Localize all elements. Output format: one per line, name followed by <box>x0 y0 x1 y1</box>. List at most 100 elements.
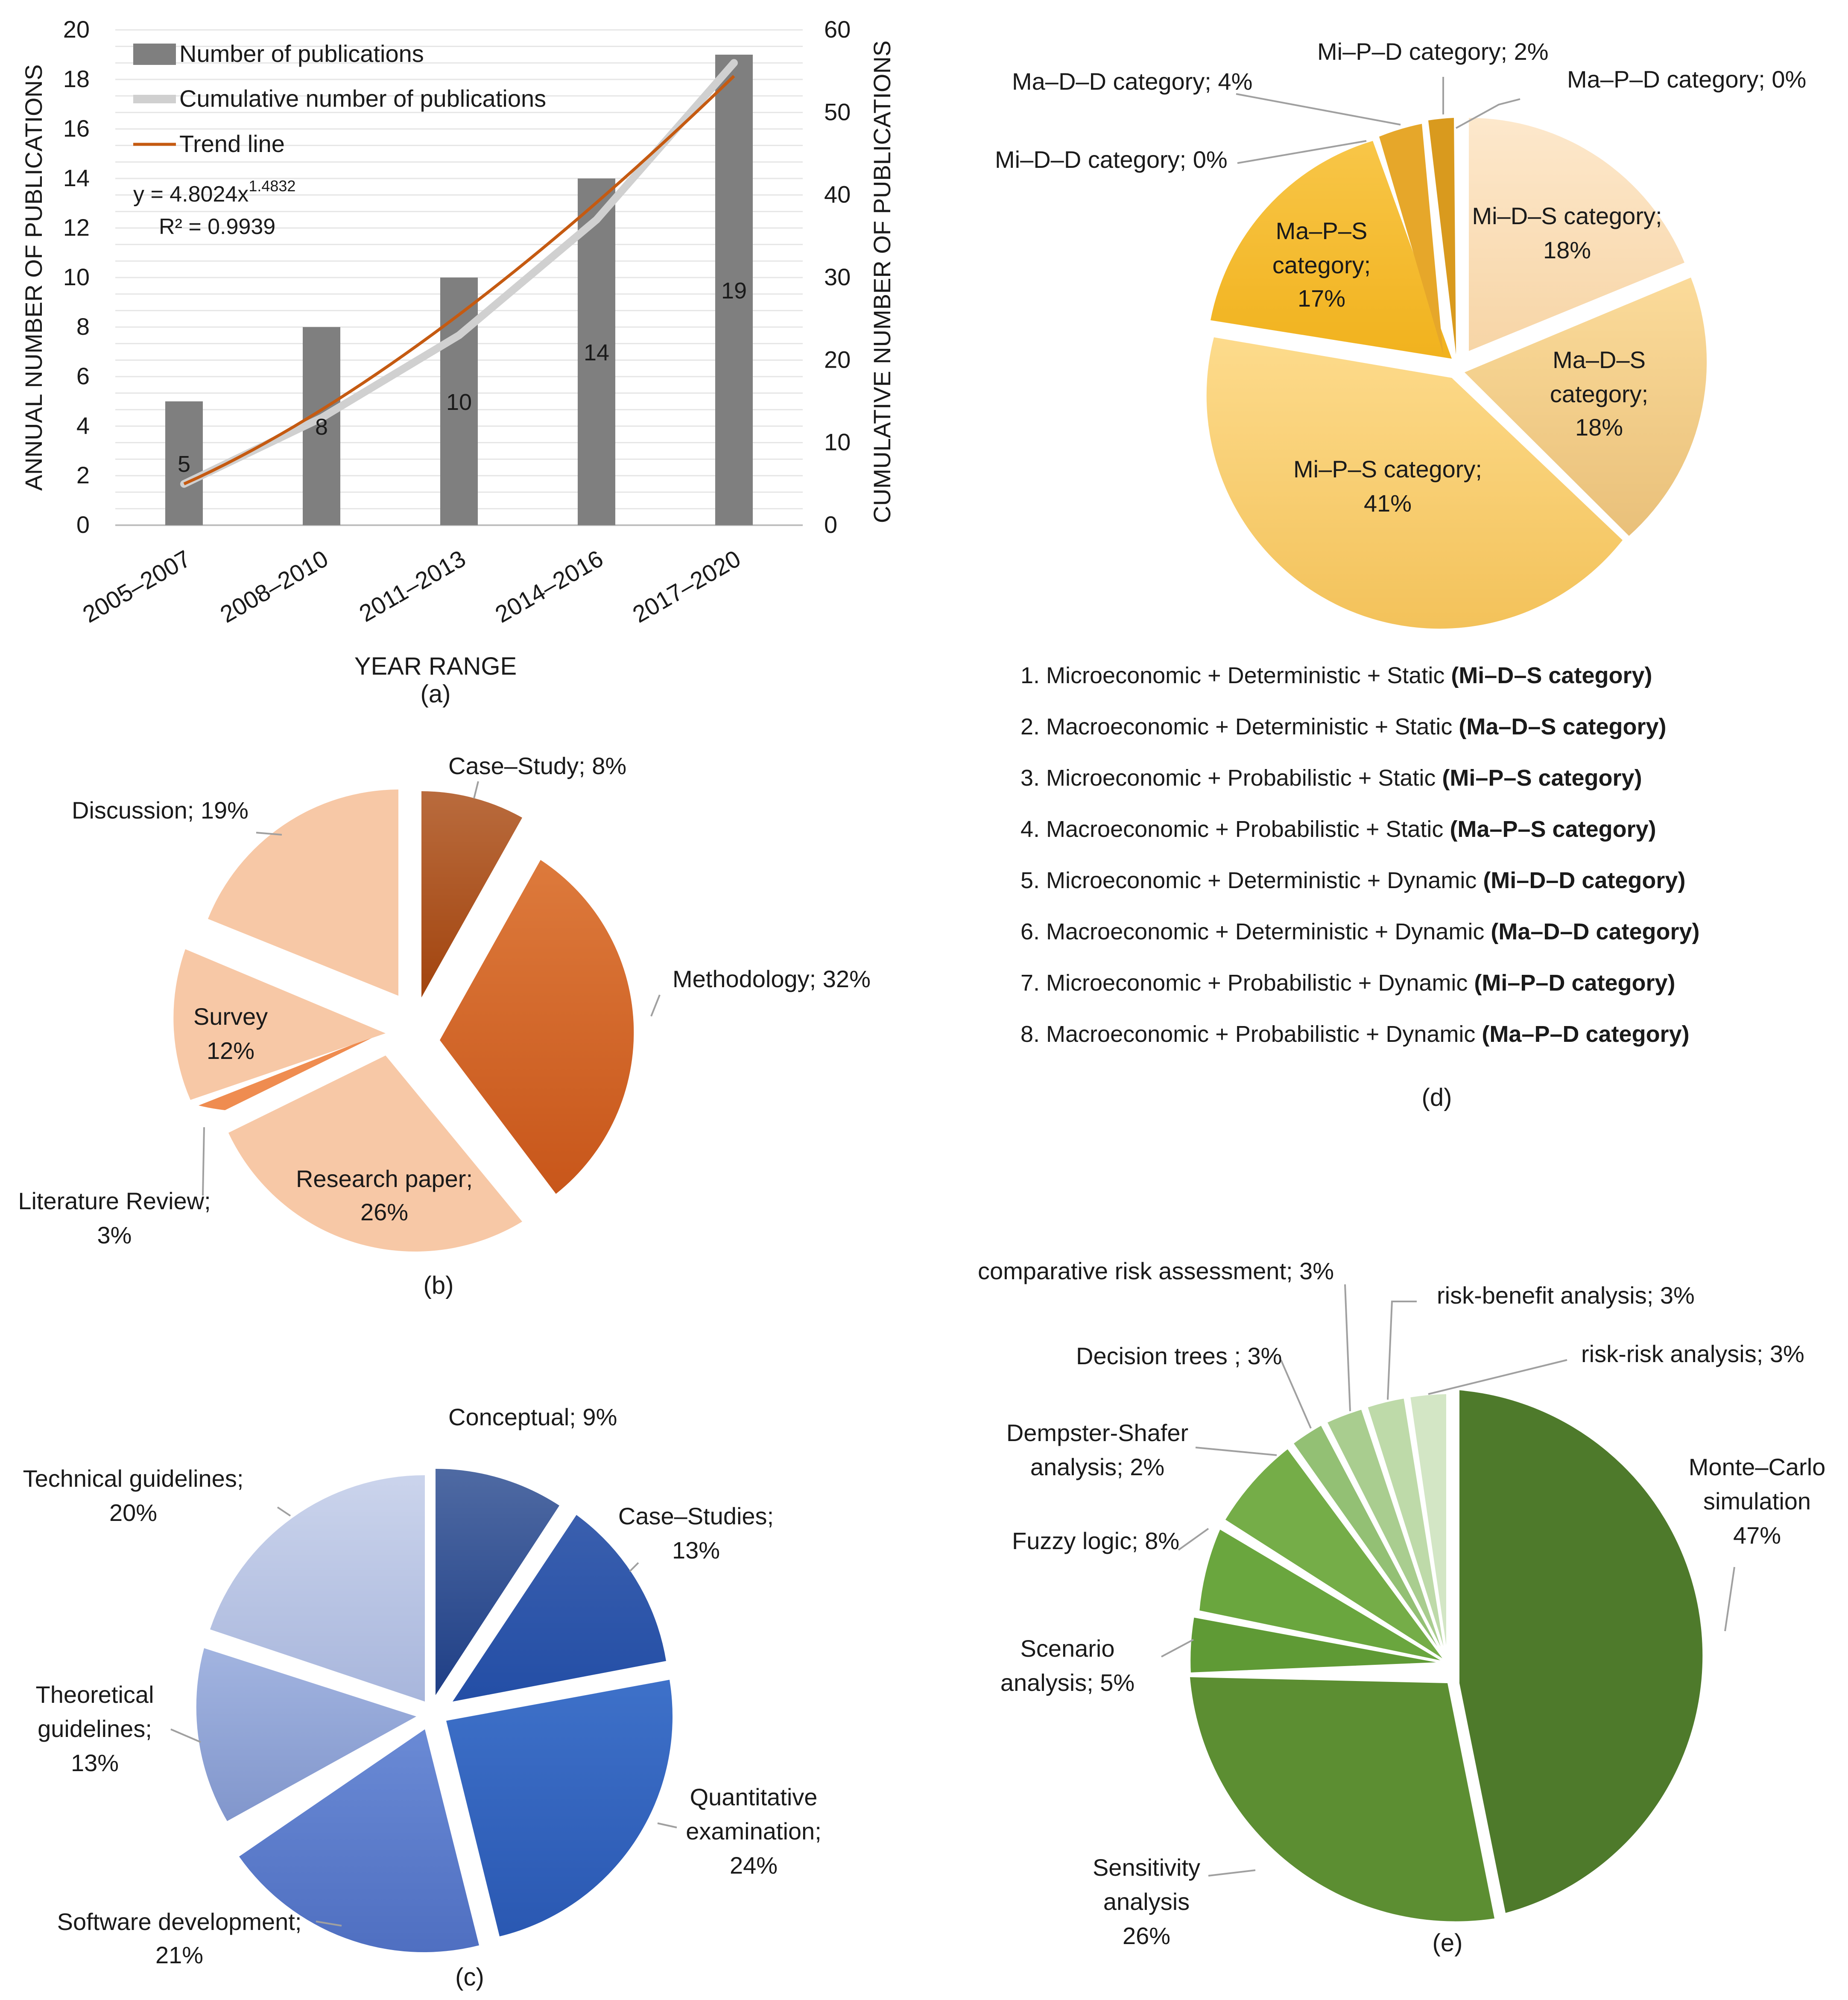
panel-label-a: (a) <box>421 680 451 708</box>
y2-tick-label: 0 <box>824 511 837 538</box>
list-item: 3. Microeconomic + Probabilistic + Stati… <box>1020 765 1642 791</box>
y-axis-title: ANNUAL NUMBER OF PUBLICATIONS <box>20 64 47 491</box>
y2-tick-label: 10 <box>824 429 851 456</box>
label-survey-line1: Survey <box>193 1003 268 1030</box>
y-tick-label: 20 <box>63 16 90 43</box>
list-item: 7. Microeconomic + Probabilistic + Dynam… <box>1020 970 1675 996</box>
leader-discussion <box>256 832 282 836</box>
legend-label-trend: Trend line <box>179 130 285 157</box>
bar-value-label: 14 <box>584 340 609 365</box>
slice-case-study <box>421 791 522 997</box>
list-item: 2. Macroeconomic + Deterministic + Stati… <box>1020 714 1667 740</box>
bar <box>578 178 615 525</box>
x-tick-label: 2017–2020 <box>628 545 745 628</box>
slice-quantitative <box>446 1680 673 1936</box>
panel-a-bar-chart: 5 8 10 14 19 0 2 4 6 8 10 12 14 16 18 20 0 10 20 30 40 50 60 2… <box>20 16 895 708</box>
slice-sensitivity <box>1190 1677 1494 1921</box>
slice-ma-d-s <box>1465 278 1707 536</box>
label-software-line1: Software development; <box>57 1908 302 1935</box>
slice-theoretical <box>196 1648 416 1821</box>
panel-label-d: (d) <box>1422 1084 1452 1111</box>
label-theoretical-line2: guidelines; <box>38 1715 152 1742</box>
leader-ma-d-d <box>1236 93 1401 126</box>
panel-e-pie-chart: comparative risk assessment; 3% risk-ben… <box>978 1257 1825 1957</box>
leader-software <box>316 1921 342 1927</box>
leader-methodology <box>650 994 661 1017</box>
leader-fuzzy <box>1178 1528 1209 1551</box>
x-tick-label: 2008–2010 <box>216 545 333 628</box>
slice-scenario <box>1188 1614 1448 1675</box>
label-mi-p-d: Mi–P–D category; 2% <box>1317 38 1549 65</box>
category-list: 1. Microeconomic + Deterministic + Stati… <box>1020 663 1700 1047</box>
label-risk-risk: risk-risk analysis; 3% <box>1581 1340 1804 1367</box>
label-ma-d-s-line1: Ma–D–S <box>1553 346 1646 373</box>
label-sensitivity-line1: Sensitivity <box>1093 1854 1200 1881</box>
label-ma-d-d: Ma–D–D category; 4% <box>1012 68 1252 95</box>
label-mi-d-d: Mi–D–D category; 0% <box>995 146 1228 173</box>
label-mi-d-s-line1: Mi–D–S category; <box>1472 202 1662 229</box>
slice-ma-d-d <box>1379 124 1443 354</box>
leader-dempster <box>1195 1447 1277 1456</box>
y2-tick-label: 60 <box>824 16 851 43</box>
bar-value-labels: 5 8 10 14 19 <box>178 278 747 477</box>
label-ma-p-d: Ma–P–D category; 0% <box>1567 66 1806 93</box>
list-item: 5. Microeconomic + Deterministic + Dynam… <box>1020 868 1685 893</box>
label-risk-benefit: risk-benefit analysis; 3% <box>1437 1282 1695 1309</box>
x-axis-title: YEAR RANGE <box>354 652 517 680</box>
y2-tick-label: 30 <box>824 263 851 290</box>
y2-tick-label: 40 <box>824 181 851 208</box>
label-sensitivity-line2: analysis <box>1103 1888 1190 1915</box>
slice-monte-carlo <box>1459 1390 1703 1913</box>
y-tick-label: 10 <box>63 263 90 290</box>
leader-mi-d-d <box>1237 140 1367 164</box>
panel-b-pie-chart: Case–Study; 8% Discussion; 19% Methodolo… <box>18 752 871 1299</box>
y-tick-label: 14 <box>63 164 90 191</box>
slice-mi-p-s <box>1206 337 1623 629</box>
label-technical-line2: 20% <box>109 1499 157 1526</box>
label-comparative: comparative risk assessment; 3% <box>978 1257 1334 1284</box>
panel-c-pie-chart: Conceptual; 9% Case–Studies; 13% Technic… <box>23 1404 822 1991</box>
leader-technical <box>277 1506 291 1517</box>
y-tick-label: 6 <box>76 363 90 389</box>
bar-value-label: 19 <box>721 278 747 304</box>
label-dempster-line2: analysis; 2% <box>1030 1453 1164 1480</box>
leader-risk-benefit <box>1387 1301 1417 1400</box>
slice-conceptual <box>436 1468 559 1695</box>
x-tick-label: 2011–2013 <box>354 545 470 627</box>
leader-theoretical <box>170 1728 201 1743</box>
label-monte-carlo-line3: 47% <box>1733 1522 1781 1549</box>
bars <box>165 55 753 525</box>
label-case-studies-line1: Case–Studies; <box>618 1503 774 1529</box>
bar-value-label: 8 <box>315 414 328 440</box>
label-ma-p-s-line2: category; <box>1272 251 1371 278</box>
panel-label-c: (c) <box>455 1963 484 1991</box>
slice-discussion <box>208 789 398 996</box>
label-ma-p-s-line3: 17% <box>1298 285 1345 312</box>
label-software-line2: 21% <box>155 1942 203 1968</box>
leader-comparative <box>1344 1284 1351 1412</box>
label-methodology: Methodology; 32% <box>673 965 871 992</box>
slice-survey <box>173 949 386 1100</box>
slice-methodology <box>440 860 634 1194</box>
label-fuzzy-logic: Fuzzy logic; 8% <box>1012 1527 1179 1554</box>
bar <box>440 278 478 525</box>
label-mi-p-s-line1: Mi–P–S category; <box>1293 456 1482 482</box>
y-tick-label: 8 <box>76 313 90 340</box>
slice-literature-review <box>199 1033 382 1110</box>
slice-research-paper <box>228 1056 522 1252</box>
label-discussion: Discussion; 19% <box>72 797 249 824</box>
label-ma-d-s-line2: category; <box>1550 380 1648 407</box>
label-technical-line1: Technical guidelines; <box>23 1465 244 1492</box>
label-sensitivity-line3: 26% <box>1123 1922 1170 1949</box>
bar <box>715 55 753 525</box>
x-tick-label: 2005–2007 <box>78 545 195 628</box>
label-litrev-line1: Literature Review; <box>18 1187 211 1214</box>
slice-dempster-shafer <box>1222 1445 1449 1664</box>
y2-tick-label: 20 <box>824 346 851 373</box>
list-item: 1. Microeconomic + Deterministic + Stati… <box>1020 663 1652 688</box>
y-tick-label: 16 <box>63 115 90 142</box>
legend: Number of publications Cumulative number… <box>133 40 546 157</box>
leader-scenario <box>1161 1639 1194 1658</box>
y-tick-label: 0 <box>76 511 90 538</box>
